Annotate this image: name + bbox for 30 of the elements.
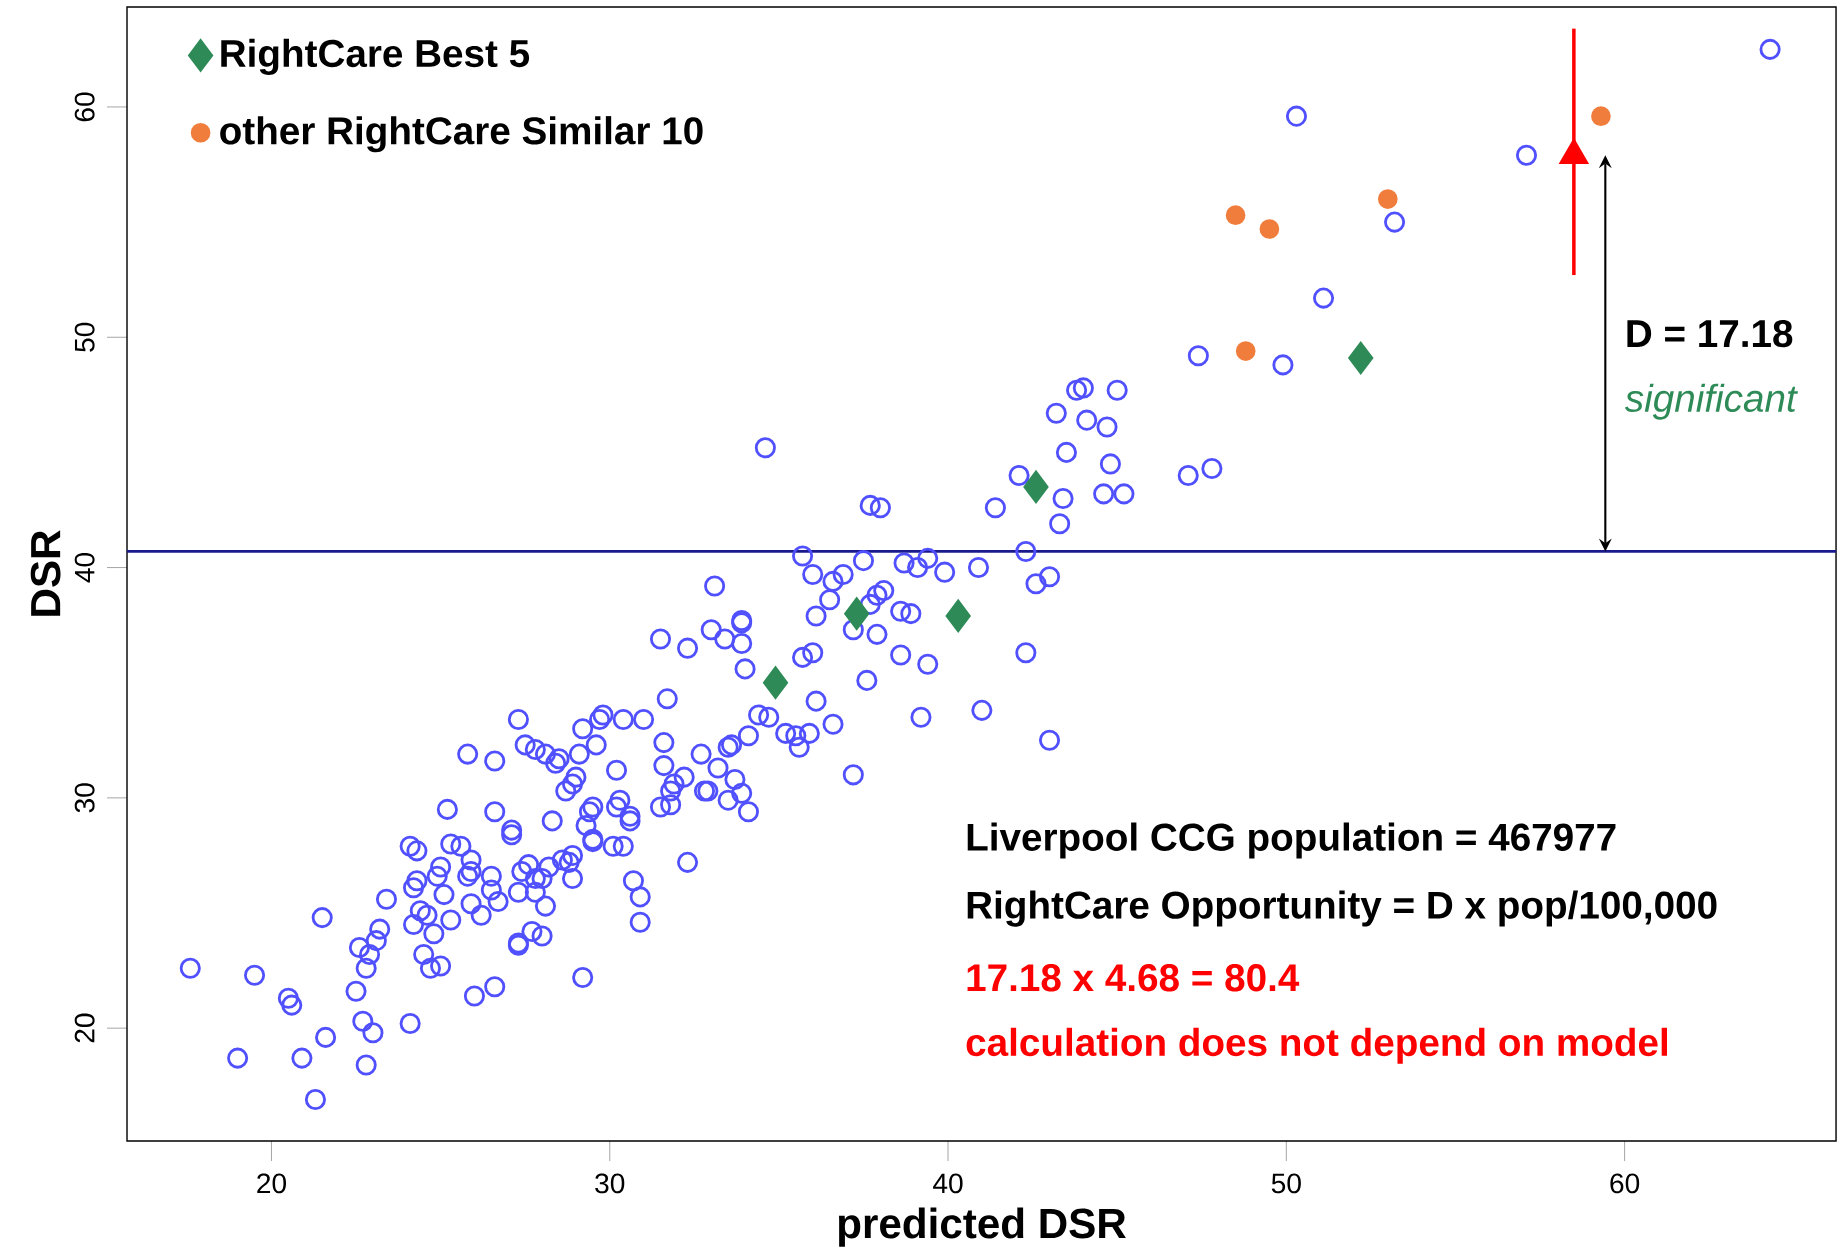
- y-tick-label: 60: [74, 92, 95, 122]
- legend-label: RightCare Best 5: [221, 38, 530, 75]
- x-tick-label: 20: [257, 1173, 287, 1194]
- annotation: D = 17.18: [1627, 319, 1793, 348]
- point: [1235, 341, 1256, 361]
- legend-label: other RightCare Similar 10: [220, 116, 703, 153]
- point: [1591, 106, 1611, 127]
- x-tick-label: 60: [1610, 1173, 1640, 1194]
- y-tick-label: 20: [74, 1013, 95, 1043]
- point: [1259, 219, 1280, 239]
- point: [1023, 470, 1049, 504]
- point: [1348, 341, 1374, 375]
- point: [844, 597, 870, 630]
- point: [1225, 205, 1246, 226]
- annotation: RightCare Opportunity = D x pop/100,000: [967, 890, 1717, 927]
- point: [945, 599, 971, 633]
- y-tick-label: 30: [74, 783, 95, 813]
- y-tick-label: 50: [74, 322, 95, 352]
- point: [1377, 189, 1398, 209]
- annotation: Liverpool CCG population = 467977: [967, 822, 1616, 859]
- y-tick-label: 40: [74, 553, 95, 583]
- annotation: 17.18 x 4.68 = 80.4: [967, 964, 1300, 992]
- point: [763, 666, 788, 699]
- annotation: calculation does not depend on model: [966, 1027, 1667, 1064]
- x-axis-title: predicted DSR: [838, 1207, 1126, 1247]
- x-tick-label: 30: [595, 1173, 625, 1194]
- x-tick-label: 40: [933, 1173, 963, 1194]
- x-tick-label: 50: [1271, 1173, 1301, 1194]
- annotation: significant: [1624, 383, 1799, 420]
- y-axis-title: DSR: [30, 530, 61, 616]
